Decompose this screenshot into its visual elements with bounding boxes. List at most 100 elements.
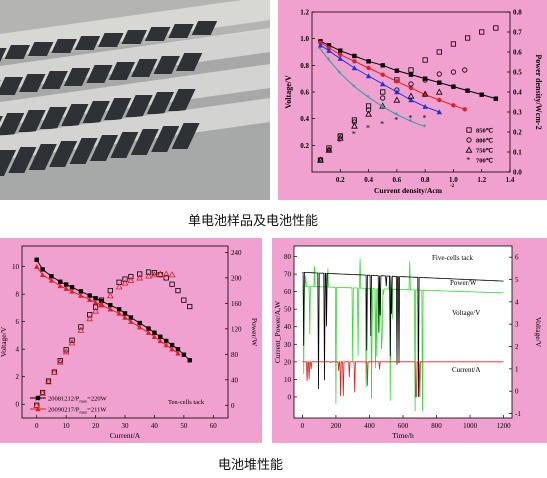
voltage-point	[158, 334, 163, 340]
y-tick-label: 80	[284, 253, 292, 261]
y-right-axis-label: Voltage/V	[534, 317, 543, 348]
power-point	[436, 71, 442, 77]
cell-sample	[86, 65, 113, 83]
power-point	[156, 270, 164, 277]
power-point	[380, 95, 386, 101]
x-tick-label: 1.2	[477, 176, 486, 184]
power-point	[325, 146, 333, 153]
power-point	[136, 274, 144, 281]
y-right-tick-label: 120	[231, 325, 242, 333]
voltage-point: *	[408, 117, 412, 126]
voltage-point	[169, 346, 175, 352]
power-point	[464, 35, 471, 41]
cell-sample	[51, 39, 77, 53]
power-point	[351, 122, 358, 129]
voltage-point	[326, 43, 332, 48]
voltage-point	[493, 96, 499, 101]
y-right-tick-label: 6	[515, 254, 519, 262]
x-axis-label: Current/A	[110, 431, 141, 440]
voltage-point	[78, 292, 84, 298]
y-right-tick-label: 240	[231, 249, 242, 257]
power-point: *	[318, 158, 322, 167]
power-point	[187, 303, 193, 310]
voltage-point: *	[352, 82, 356, 91]
x-tick-label: 50	[180, 422, 188, 430]
y-right-tick-label: 80	[231, 351, 239, 359]
power-point	[68, 339, 76, 346]
power-point: *	[423, 114, 427, 123]
voltage-point	[163, 342, 169, 348]
power-point	[393, 96, 401, 103]
cell-sample	[125, 95, 153, 117]
cell-tray	[0, 28, 270, 90]
cell-sample	[121, 30, 148, 44]
power-point	[45, 378, 52, 385]
power-point	[50, 368, 58, 375]
y-right-tick-label: 0.4	[513, 89, 522, 97]
x-axis-label: Time/h	[392, 431, 414, 440]
power-point	[122, 276, 128, 282]
voltage-point	[49, 274, 54, 279]
y-right-tick-label: 160	[231, 300, 242, 308]
power-point	[435, 88, 443, 95]
legend-marker: *	[466, 156, 470, 165]
power-point	[408, 67, 414, 73]
voltage-point	[437, 97, 442, 103]
voltage-point	[122, 311, 128, 316]
voltage-point	[63, 282, 69, 287]
voltage-point	[338, 52, 343, 57]
cell-sample	[146, 92, 175, 114]
y-tick-label: 6	[16, 318, 20, 326]
voltage-point	[92, 299, 99, 305]
cell-sample	[69, 138, 98, 164]
voltage-label: Voltage/V	[452, 309, 480, 317]
voltage-point	[164, 338, 169, 344]
y-tick-label: 4	[16, 346, 20, 354]
y-tick-label: 30	[284, 341, 292, 349]
voltage-point	[365, 73, 372, 79]
cell-sample	[74, 36, 101, 50]
power-point	[87, 312, 93, 318]
voltage-point	[317, 42, 324, 48]
power-point	[462, 67, 468, 73]
power-point	[92, 307, 99, 314]
voltage-point	[122, 314, 128, 320]
power-point	[365, 110, 372, 117]
y-right-tick-label: 0.3	[513, 109, 522, 117]
x-tick-label: 0.6	[392, 176, 401, 184]
cell-sample	[171, 123, 200, 149]
power-point: *	[380, 120, 384, 129]
y-tick-label: 50	[284, 306, 292, 314]
cell-sample	[98, 33, 124, 47]
voltage-point	[69, 285, 75, 290]
voltage-point	[98, 302, 105, 308]
power-point	[493, 25, 499, 31]
y-right-tick-label: 0	[231, 402, 235, 410]
voltage-point	[394, 89, 400, 95]
y-right-tick-label: 0.5	[513, 69, 522, 77]
stack-title: Five-cells tack	[432, 254, 474, 262]
y-axis-label: Current_Power/A,W	[273, 300, 282, 363]
power-point	[337, 133, 343, 139]
y-tick-label: 40	[284, 323, 292, 331]
voltage-point	[137, 324, 143, 330]
cell-sample	[41, 71, 68, 89]
power-point	[151, 271, 158, 278]
voltage-point	[436, 109, 442, 115]
y-axis-label: Voltage/V	[0, 326, 8, 357]
y-tick-label: 1.2	[300, 9, 309, 17]
y-right-tick-label: 4	[515, 298, 519, 306]
voltage-point	[40, 267, 45, 272]
y-tick-label: 8	[16, 291, 20, 299]
voltage-point	[479, 92, 484, 97]
cell-sample	[130, 129, 159, 155]
x-tick-label: 20	[92, 422, 100, 430]
power-point	[380, 89, 386, 95]
cell-sample	[0, 150, 17, 176]
legend-sub: max	[79, 399, 87, 404]
voltage-line	[36, 266, 179, 354]
y-right-axis-label: Power/W	[250, 318, 259, 347]
y-tick-label: 60	[284, 288, 292, 296]
power-point	[145, 272, 152, 279]
caption-bottom: 电池堆性能	[218, 458, 284, 473]
